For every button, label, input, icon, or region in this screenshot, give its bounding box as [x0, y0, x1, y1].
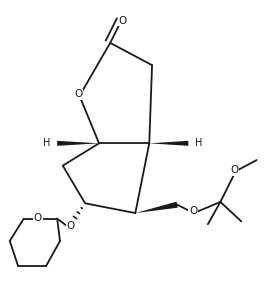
- Text: H: H: [195, 138, 203, 148]
- Text: O: O: [230, 165, 239, 175]
- Text: O: O: [189, 206, 198, 216]
- Text: O: O: [66, 221, 75, 231]
- Text: O: O: [33, 213, 42, 223]
- Text: O: O: [119, 16, 127, 26]
- Text: H: H: [43, 138, 50, 148]
- Polygon shape: [57, 141, 99, 146]
- Polygon shape: [149, 141, 188, 146]
- Text: O: O: [74, 89, 82, 99]
- Polygon shape: [135, 202, 178, 213]
